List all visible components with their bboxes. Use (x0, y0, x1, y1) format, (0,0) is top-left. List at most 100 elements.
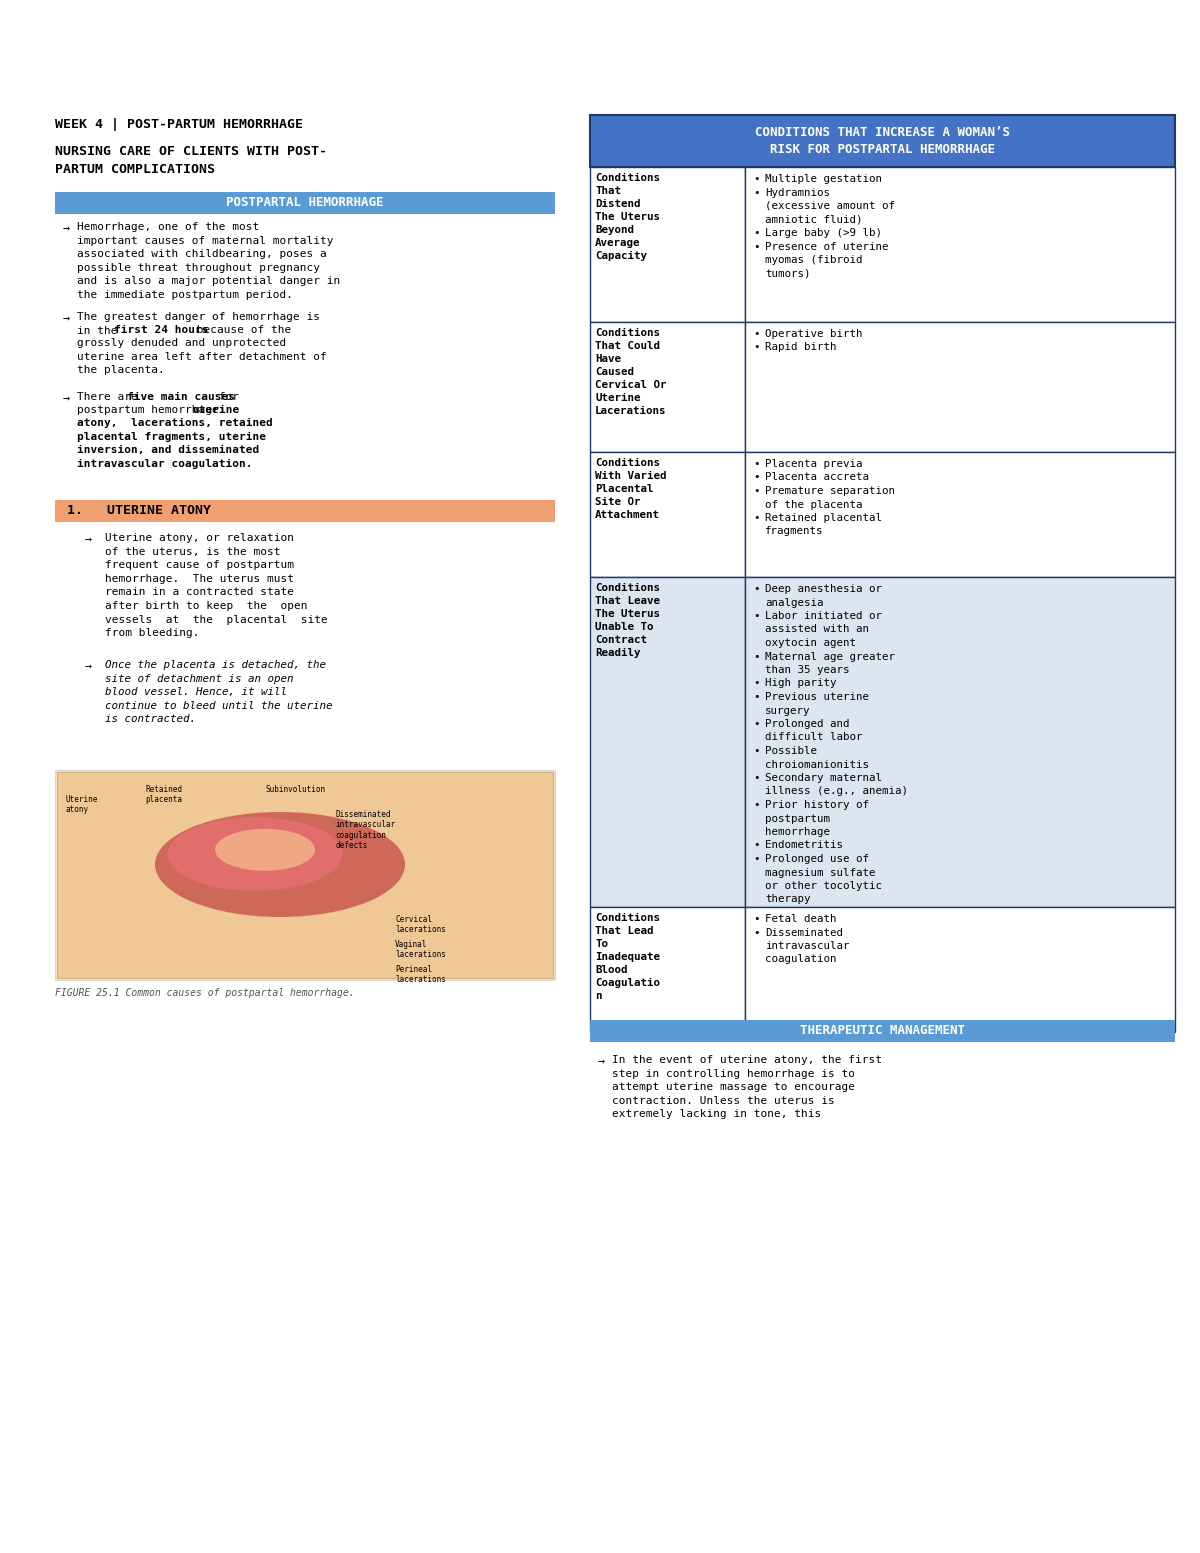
Text: →: → (598, 1054, 605, 1068)
Text: •: • (754, 800, 760, 811)
Text: Prolonged and: Prolonged and (766, 719, 850, 728)
Bar (745, 907, 1175, 1033)
Text: Uterine atony, or relaxation
of the uterus, is the most
frequent cause of postpa: Uterine atony, or relaxation of the uter… (106, 533, 328, 638)
Text: amniotic fluid): amniotic fluid) (766, 214, 863, 225)
Text: •: • (754, 652, 760, 662)
Bar (745, 168, 1175, 321)
Text: Vaginal
lacerations: Vaginal lacerations (395, 940, 446, 960)
Text: intravascular: intravascular (766, 941, 850, 950)
Text: Secondary maternal: Secondary maternal (766, 773, 882, 783)
Text: •: • (754, 512, 760, 523)
Text: WEEK 4 | POST-PARTUM HEMORRHAGE: WEEK 4 | POST-PARTUM HEMORRHAGE (55, 118, 302, 130)
Text: grossly denuded and unprotected
uterine area left after detachment of
the placen: grossly denuded and unprotected uterine … (77, 339, 326, 376)
Text: Possible: Possible (766, 745, 817, 756)
Text: or other tocolytic: or other tocolytic (766, 881, 882, 891)
Text: •: • (754, 773, 760, 783)
Text: Presence of uterine: Presence of uterine (766, 242, 888, 252)
Text: →: → (64, 222, 70, 235)
Text: •: • (754, 188, 760, 197)
Text: Uterine
atony: Uterine atony (65, 795, 97, 814)
Text: •: • (754, 854, 760, 863)
Text: Deep anesthesia or: Deep anesthesia or (766, 584, 882, 593)
Text: THERAPEUTIC MANAGEMENT: THERAPEUTIC MANAGEMENT (800, 1025, 965, 1037)
Text: FIGURE 25.1 Common causes of postpartal hemorrhage.: FIGURE 25.1 Common causes of postpartal … (55, 988, 355, 999)
Text: •: • (754, 584, 760, 593)
Text: Rapid birth: Rapid birth (766, 343, 836, 353)
Text: Prolonged use of: Prolonged use of (766, 854, 869, 863)
Bar (55, 770, 554, 980)
Bar (55, 193, 554, 214)
Text: CONDITIONS THAT INCREASE A WOMAN’S
RISK FOR POSTPARTAL HEMORRHAGE: CONDITIONS THAT INCREASE A WOMAN’S RISK … (755, 126, 1010, 155)
Text: illness (e.g., anemia): illness (e.g., anemia) (766, 786, 908, 797)
Text: postpartum: postpartum (766, 814, 830, 823)
Text: →: → (85, 660, 92, 672)
Bar (58, 772, 553, 978)
Text: •: • (754, 460, 760, 469)
Text: Retained
placenta: Retained placenta (145, 784, 182, 804)
Text: Hemorrhage, one of the most
important causes of maternal mortality
associated wi: Hemorrhage, one of the most important ca… (77, 222, 341, 300)
Text: assisted with an: assisted with an (766, 624, 869, 635)
Text: 1.   UTERINE ATONY: 1. UTERINE ATONY (67, 505, 211, 517)
Text: difficult labor: difficult labor (766, 733, 863, 742)
Text: chroiomanionitis: chroiomanionitis (766, 759, 869, 769)
Text: Prior history of: Prior history of (766, 800, 869, 811)
Text: There are: There are (77, 391, 144, 402)
Text: Large baby (>9 lb): Large baby (>9 lb) (766, 228, 882, 238)
Text: •: • (754, 472, 760, 483)
Text: postpartum hemorrhage:: postpartum hemorrhage: (77, 405, 233, 415)
Bar (590, 321, 745, 452)
Text: magnesium sulfate: magnesium sulfate (766, 868, 876, 877)
Text: coagulation: coagulation (766, 955, 836, 964)
Text: Disseminated: Disseminated (766, 927, 842, 938)
Text: than 35 years: than 35 years (766, 665, 850, 676)
Text: fragments: fragments (766, 526, 823, 536)
Text: Labor initiated or: Labor initiated or (766, 610, 882, 621)
Text: •: • (754, 343, 760, 353)
Text: because of the: because of the (190, 325, 292, 335)
Text: Fetal death: Fetal death (766, 915, 836, 924)
Text: analgesia: analgesia (766, 598, 823, 607)
Text: hemorrhage: hemorrhage (766, 828, 830, 837)
Text: •: • (754, 174, 760, 183)
Text: •: • (754, 840, 760, 851)
Text: uterine: uterine (192, 405, 239, 415)
Text: Conditions
That Lead
To
Inadequate
Blood
Coagulatio
n: Conditions That Lead To Inadequate Blood… (595, 913, 660, 1002)
Text: for: for (212, 391, 239, 402)
Text: Placenta accreta: Placenta accreta (766, 472, 869, 483)
Text: POSTPARTAL HEMORRHAGE: POSTPARTAL HEMORRHAGE (227, 197, 384, 210)
Text: of the placenta: of the placenta (766, 500, 863, 509)
Text: Cervical
lacerations: Cervical lacerations (395, 915, 446, 935)
Text: first 24 hours: first 24 hours (114, 325, 209, 335)
Text: Retained placental: Retained placental (766, 512, 882, 523)
Text: In the event of uterine atony, the first
step in controlling hemorrhage is to
at: In the event of uterine atony, the first… (612, 1054, 882, 1120)
Text: oxytocin agent: oxytocin agent (766, 638, 856, 648)
Text: →: → (64, 391, 70, 405)
Text: myomas (fibroid: myomas (fibroid (766, 255, 863, 266)
Text: Premature separation: Premature separation (766, 486, 895, 495)
Ellipse shape (215, 829, 314, 871)
Text: Once the placenta is detached, the
site of detachment is an open
blood vessel. H: Once the placenta is detached, the site … (106, 660, 332, 724)
Text: •: • (754, 719, 760, 728)
Text: therapy: therapy (766, 895, 810, 904)
Text: •: • (754, 329, 760, 339)
Text: •: • (754, 927, 760, 938)
Text: Conditions
That
Distend
The Uterus
Beyond
Average
Capacity: Conditions That Distend The Uterus Beyon… (595, 172, 660, 261)
Text: NURSING CARE OF CLIENTS WITH POST-: NURSING CARE OF CLIENTS WITH POST- (55, 144, 326, 158)
Bar (590, 907, 745, 1033)
Text: tumors): tumors) (766, 269, 810, 278)
Text: •: • (754, 745, 760, 756)
Bar (590, 452, 745, 578)
Text: •: • (754, 679, 760, 688)
Text: Subinvolution: Subinvolution (265, 784, 325, 794)
Text: The greatest danger of hemorrhage is
in the: The greatest danger of hemorrhage is in … (77, 312, 320, 335)
Text: Perineal
lacerations: Perineal lacerations (395, 964, 446, 985)
Text: five main causes: five main causes (127, 391, 235, 402)
Text: Conditions
With Varied
Placental
Site Or
Attachment: Conditions With Varied Placental Site Or… (595, 458, 666, 520)
Bar (590, 1020, 1175, 1042)
Ellipse shape (168, 817, 342, 891)
Text: Multiple gestation: Multiple gestation (766, 174, 882, 183)
Bar (745, 578, 1175, 907)
Text: Endometritis: Endometritis (766, 840, 842, 851)
Text: •: • (754, 486, 760, 495)
Text: →: → (64, 312, 70, 325)
